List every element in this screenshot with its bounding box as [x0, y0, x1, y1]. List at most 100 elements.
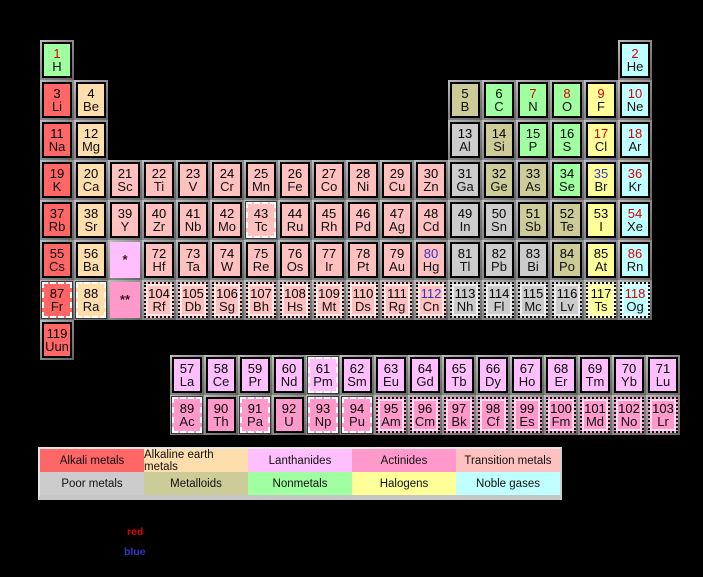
element-cell-Hg[interactable]: 80 Hg [416, 242, 446, 278]
element-cell-Re[interactable]: 75 Re [246, 242, 276, 278]
element-cell-Ge[interactable]: 32 Ge [484, 162, 514, 198]
element-cell-K[interactable]: 19 K [42, 162, 72, 198]
element-cell-Mn[interactable]: 25 Mn [246, 162, 276, 198]
element-cell-Ba[interactable]: 56 Ba [76, 242, 106, 278]
element-cell-Rb[interactable]: 37 Rb [42, 202, 72, 238]
element-cell-Xe[interactable]: 54 Xe [620, 202, 650, 238]
element-cell-Uun[interactable]: 119 Uun [42, 322, 72, 358]
element-cell-Cn[interactable]: 112 Cn [416, 282, 446, 318]
element-cell-Fe[interactable]: 26 Fe [280, 162, 310, 198]
element-cell-Tb[interactable]: 65 Tb [444, 357, 474, 393]
element-cell-Cm[interactable]: 96 Cm [410, 397, 440, 433]
element-cell-Og[interactable]: 118 Og [620, 282, 650, 318]
element-cell-Md[interactable]: 101 Md [580, 397, 610, 433]
element-cell-Eu[interactable]: 63 Eu [376, 357, 406, 393]
element-cell-Tc[interactable]: 43 Tc [246, 202, 276, 238]
element-cell-Bi[interactable]: 83 Bi [518, 242, 548, 278]
element-cell-Pm[interactable]: 61 Pm [308, 357, 338, 393]
element-cell-Th[interactable]: 90 Th [206, 397, 236, 433]
element-cell-Rn[interactable]: 86 Rn [620, 242, 650, 278]
element-cell-Cf[interactable]: 98 Cf [478, 397, 508, 433]
element-cell-Rh[interactable]: 45 Rh [314, 202, 344, 238]
element-cell-Y[interactable]: 39 Y [110, 202, 140, 238]
element-cell-P[interactable]: 15 P [518, 122, 548, 158]
element-cell-Te[interactable]: 52 Te [552, 202, 582, 238]
element-cell-Cr[interactable]: 24 Cr [212, 162, 242, 198]
element-cell-Hf[interactable]: 72 Hf [144, 242, 174, 278]
element-cell-Ce[interactable]: 58 Ce [206, 357, 236, 393]
element-cell-Be[interactable]: 4 Be [76, 82, 106, 118]
element-cell-W[interactable]: 74 W [212, 242, 242, 278]
element-cell-Sm[interactable]: 62 Sm [342, 357, 372, 393]
element-cell-Gd[interactable]: 64 Gd [410, 357, 440, 393]
element-cell-Ga[interactable]: 31 Ga [450, 162, 480, 198]
element-cell-Mo[interactable]: 42 Mo [212, 202, 242, 238]
element-cell-Tm[interactable]: 69 Tm [580, 357, 610, 393]
element-cell-Bh[interactable]: 107 Bh [246, 282, 276, 318]
element-cell-Zr[interactable]: 40 Zr [144, 202, 174, 238]
element-cell-U[interactable]: 92 U [274, 397, 304, 433]
element-cell-Co[interactable]: 27 Co [314, 162, 344, 198]
element-cell-Tl[interactable]: 81 Tl [450, 242, 480, 278]
element-cell-Mg[interactable]: 12 Mg [76, 122, 106, 158]
element-cell-I[interactable]: 53 I [586, 202, 616, 238]
element-cell-Nb[interactable]: 41 Nb [178, 202, 208, 238]
element-cell-Yb[interactable]: 70 Yb [614, 357, 644, 393]
element-cell-Mt[interactable]: 109 Mt [314, 282, 344, 318]
element-cell-Pr[interactable]: 59 Pr [240, 357, 270, 393]
element-cell-Sr[interactable]: 38 Sr [76, 202, 106, 238]
element-cell-Db[interactable]: 105 Db [178, 282, 208, 318]
element-cell-Si[interactable]: 14 Si [484, 122, 514, 158]
element-cell-Pd[interactable]: 46 Pd [348, 202, 378, 238]
element-cell-Es[interactable]: 99 Es [512, 397, 542, 433]
element-cell-Ar[interactable]: 18 Ar [620, 122, 650, 158]
element-cell-S[interactable]: 16 S [552, 122, 582, 158]
element-cell-Ru[interactable]: 44 Ru [280, 202, 310, 238]
element-cell-Lr[interactable]: 103 Lr [648, 397, 678, 433]
element-cell-Ra[interactable]: 88 Ra [76, 282, 106, 318]
element-cell-Ir[interactable]: 77 Ir [314, 242, 344, 278]
element-cell-Se[interactable]: 34 Se [552, 162, 582, 198]
element-cell-No[interactable]: 102 No [614, 397, 644, 433]
element-cell-Li[interactable]: 3 Li [42, 82, 72, 118]
element-cell-Am[interactable]: 95 Am [376, 397, 406, 433]
element-cell-Mc[interactable]: 115 Mc [518, 282, 548, 318]
element-cell-Bk[interactable]: 97 Bk [444, 397, 474, 433]
element-cell-Rg[interactable]: 111 Rg [382, 282, 412, 318]
element-cell-Rf[interactable]: 104 Rf [144, 282, 174, 318]
element-cell-Ne[interactable]: 10 Ne [620, 82, 650, 118]
element-cell-Ni[interactable]: 28 Ni [348, 162, 378, 198]
element-cell-Ca[interactable]: 20 Ca [76, 162, 106, 198]
element-cell-Pb[interactable]: 82 Pb [484, 242, 514, 278]
element-cell-Pt[interactable]: 78 Pt [348, 242, 378, 278]
element-cell-Nh[interactable]: 113 Nh [450, 282, 480, 318]
element-cell-Kr[interactable]: 36 Kr [620, 162, 650, 198]
element-cell-Ta[interactable]: 73 Ta [178, 242, 208, 278]
element-cell-Zn[interactable]: 30 Zn [416, 162, 446, 198]
element-cell-Al[interactable]: 13 Al [450, 122, 480, 158]
element-cell-At[interactable]: 85 At [586, 242, 616, 278]
element-cell-Sn[interactable]: 50 Sn [484, 202, 514, 238]
element-cell-Hs[interactable]: 108 Hs [280, 282, 310, 318]
element-cell-Np[interactable]: 93 Np [308, 397, 338, 433]
element-cell-Ag[interactable]: 47 Ag [382, 202, 412, 238]
element-cell-Sb[interactable]: 51 Sb [518, 202, 548, 238]
element-cell-Lv[interactable]: 116 Lv [552, 282, 582, 318]
element-cell-Dy[interactable]: 66 Dy [478, 357, 508, 393]
element-cell-Fm[interactable]: 100 Fm [546, 397, 576, 433]
element-cell-Ac[interactable]: 89 Ac [172, 397, 202, 433]
element-cell-Lu[interactable]: 71 Lu [648, 357, 678, 393]
element-cell-Pu[interactable]: 94 Pu [342, 397, 372, 433]
element-cell-Fr[interactable]: 87 Fr [42, 282, 72, 318]
element-cell-Ho[interactable]: 67 Ho [512, 357, 542, 393]
element-cell-Nd[interactable]: 60 Nd [274, 357, 304, 393]
element-cell-Er[interactable]: 68 Er [546, 357, 576, 393]
element-cell-In[interactable]: 49 In [450, 202, 480, 238]
element-cell-Fl[interactable]: 114 Fl [484, 282, 514, 318]
element-cell-Sc[interactable]: 21 Sc [110, 162, 140, 198]
